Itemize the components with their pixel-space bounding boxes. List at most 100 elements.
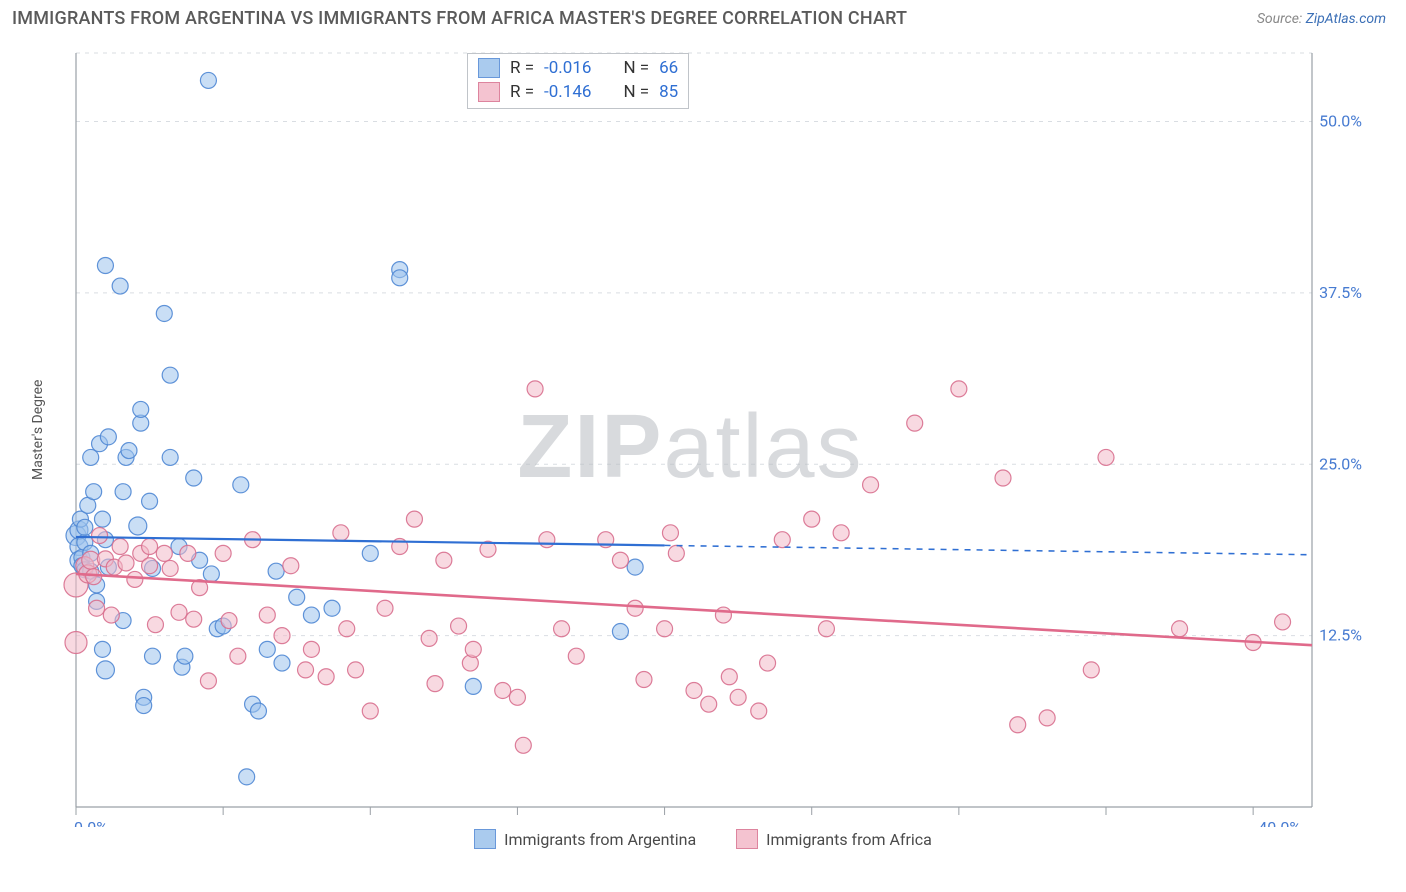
scatter-point <box>465 641 481 657</box>
scatter-point <box>94 511 110 527</box>
scatter-point <box>495 682 511 698</box>
scatter-point <box>465 678 481 694</box>
scatter-point <box>121 443 137 459</box>
scatter-point <box>715 607 731 623</box>
scatter-point <box>203 566 219 582</box>
r-label: R = <box>510 58 534 78</box>
trend-line-argentina <box>76 537 665 545</box>
scatter-point <box>96 661 114 679</box>
scatter-point <box>186 611 202 627</box>
scatter-point <box>627 600 643 616</box>
scatter-point <box>721 669 737 685</box>
scatter-point <box>200 72 216 88</box>
scatter-point <box>112 539 128 555</box>
scatter-point <box>612 552 628 568</box>
source-prefix: Source: <box>1257 11 1306 27</box>
scatter-point <box>77 519 93 535</box>
scatter-point <box>118 555 134 571</box>
legend-bottom: Immigrants from Argentina Immigrants from… <box>0 829 1406 849</box>
scatter-point <box>200 673 216 689</box>
scatter-point <box>701 696 717 712</box>
scatter-point <box>730 689 746 705</box>
scatter-point <box>129 517 147 535</box>
scatter-point <box>103 607 119 623</box>
scatter-point <box>324 600 340 616</box>
scatter-point <box>215 545 231 561</box>
scatter-point <box>751 703 767 719</box>
scatter-point <box>142 558 158 574</box>
r-label: R = <box>510 82 534 102</box>
scatter-point <box>303 641 319 657</box>
scatter-point <box>774 532 790 548</box>
scatter-point <box>339 621 355 637</box>
scatter-point <box>668 545 684 561</box>
scatter-point <box>97 257 113 273</box>
scatter-point <box>951 381 967 397</box>
n-value: 66 <box>659 58 678 78</box>
y-tick-label: 37.5% <box>1319 283 1362 302</box>
legend-stats-row-africa: R =-0.146N =85 <box>478 80 678 104</box>
scatter-point <box>145 648 161 664</box>
scatter-point <box>162 560 178 576</box>
scatter-point <box>1275 614 1291 630</box>
scatter-point <box>230 648 246 664</box>
scatter-point <box>127 571 143 587</box>
n-value: 85 <box>659 82 678 102</box>
scatter-point <box>83 449 99 465</box>
scatter-point <box>303 607 319 623</box>
legend-swatch <box>478 58 500 78</box>
scatter-point <box>627 559 643 575</box>
scatter-point <box>1098 449 1114 465</box>
scatter-point <box>283 558 299 574</box>
x-tick-label: 0.0% <box>74 818 108 827</box>
scatter-point <box>65 631 87 653</box>
chart-title: IMMIGRANTS FROM ARGENTINA VS IMMIGRANTS … <box>12 8 907 29</box>
y-tick-label: 50.0% <box>1319 112 1362 131</box>
scatter-point <box>156 545 172 561</box>
scatter-point <box>112 278 128 294</box>
scatter-point <box>362 703 378 719</box>
scatter-point <box>509 689 525 705</box>
scatter-point <box>863 477 879 493</box>
chart-area: Master's Degree ZIPatlas 12.5%25.0%37.5%… <box>12 37 1386 827</box>
scatter-point <box>250 703 266 719</box>
scatter-point <box>636 672 652 688</box>
scatter-point <box>427 676 443 692</box>
n-label: N = <box>623 82 649 102</box>
legend-swatch <box>736 829 758 849</box>
legend-stats-box: R =-0.016N =66R =-0.146N =85 <box>467 53 689 109</box>
scatter-point <box>162 449 178 465</box>
scatter-point <box>142 493 158 509</box>
scatter-point <box>539 532 555 548</box>
scatter-point <box>180 545 196 561</box>
scatter-point <box>421 630 437 646</box>
scatter-point <box>907 415 923 431</box>
scatter-point <box>239 769 255 785</box>
scatter-point <box>89 600 105 616</box>
scatter-chart: 12.5%25.0%37.5%50.0%0.0%40.0% <box>12 37 1386 827</box>
scatter-point <box>94 641 110 657</box>
legend-label: Immigrants from Argentina <box>504 830 696 849</box>
scatter-point <box>662 525 678 541</box>
scatter-point <box>833 525 849 541</box>
legend-item-africa: Immigrants from Africa <box>736 829 932 849</box>
scatter-point <box>554 621 570 637</box>
source-link[interactable]: ZipAtlas.com <box>1306 11 1386 27</box>
n-label: N = <box>623 58 649 78</box>
scatter-point <box>612 624 628 640</box>
scatter-point <box>177 648 193 664</box>
scatter-point <box>259 607 275 623</box>
scatter-point <box>515 737 531 753</box>
scatter-point <box>657 621 673 637</box>
scatter-point <box>86 484 102 500</box>
legend-swatch <box>478 82 500 102</box>
scatter-point <box>760 655 776 671</box>
scatter-point <box>451 618 467 634</box>
scatter-point <box>162 367 178 383</box>
legend-item-argentina: Immigrants from Argentina <box>474 829 696 849</box>
y-tick-label: 25.0% <box>1319 454 1362 473</box>
scatter-point <box>1172 621 1188 637</box>
y-tick-label: 12.5% <box>1319 626 1362 645</box>
scatter-point <box>147 617 163 633</box>
scatter-point <box>133 401 149 417</box>
